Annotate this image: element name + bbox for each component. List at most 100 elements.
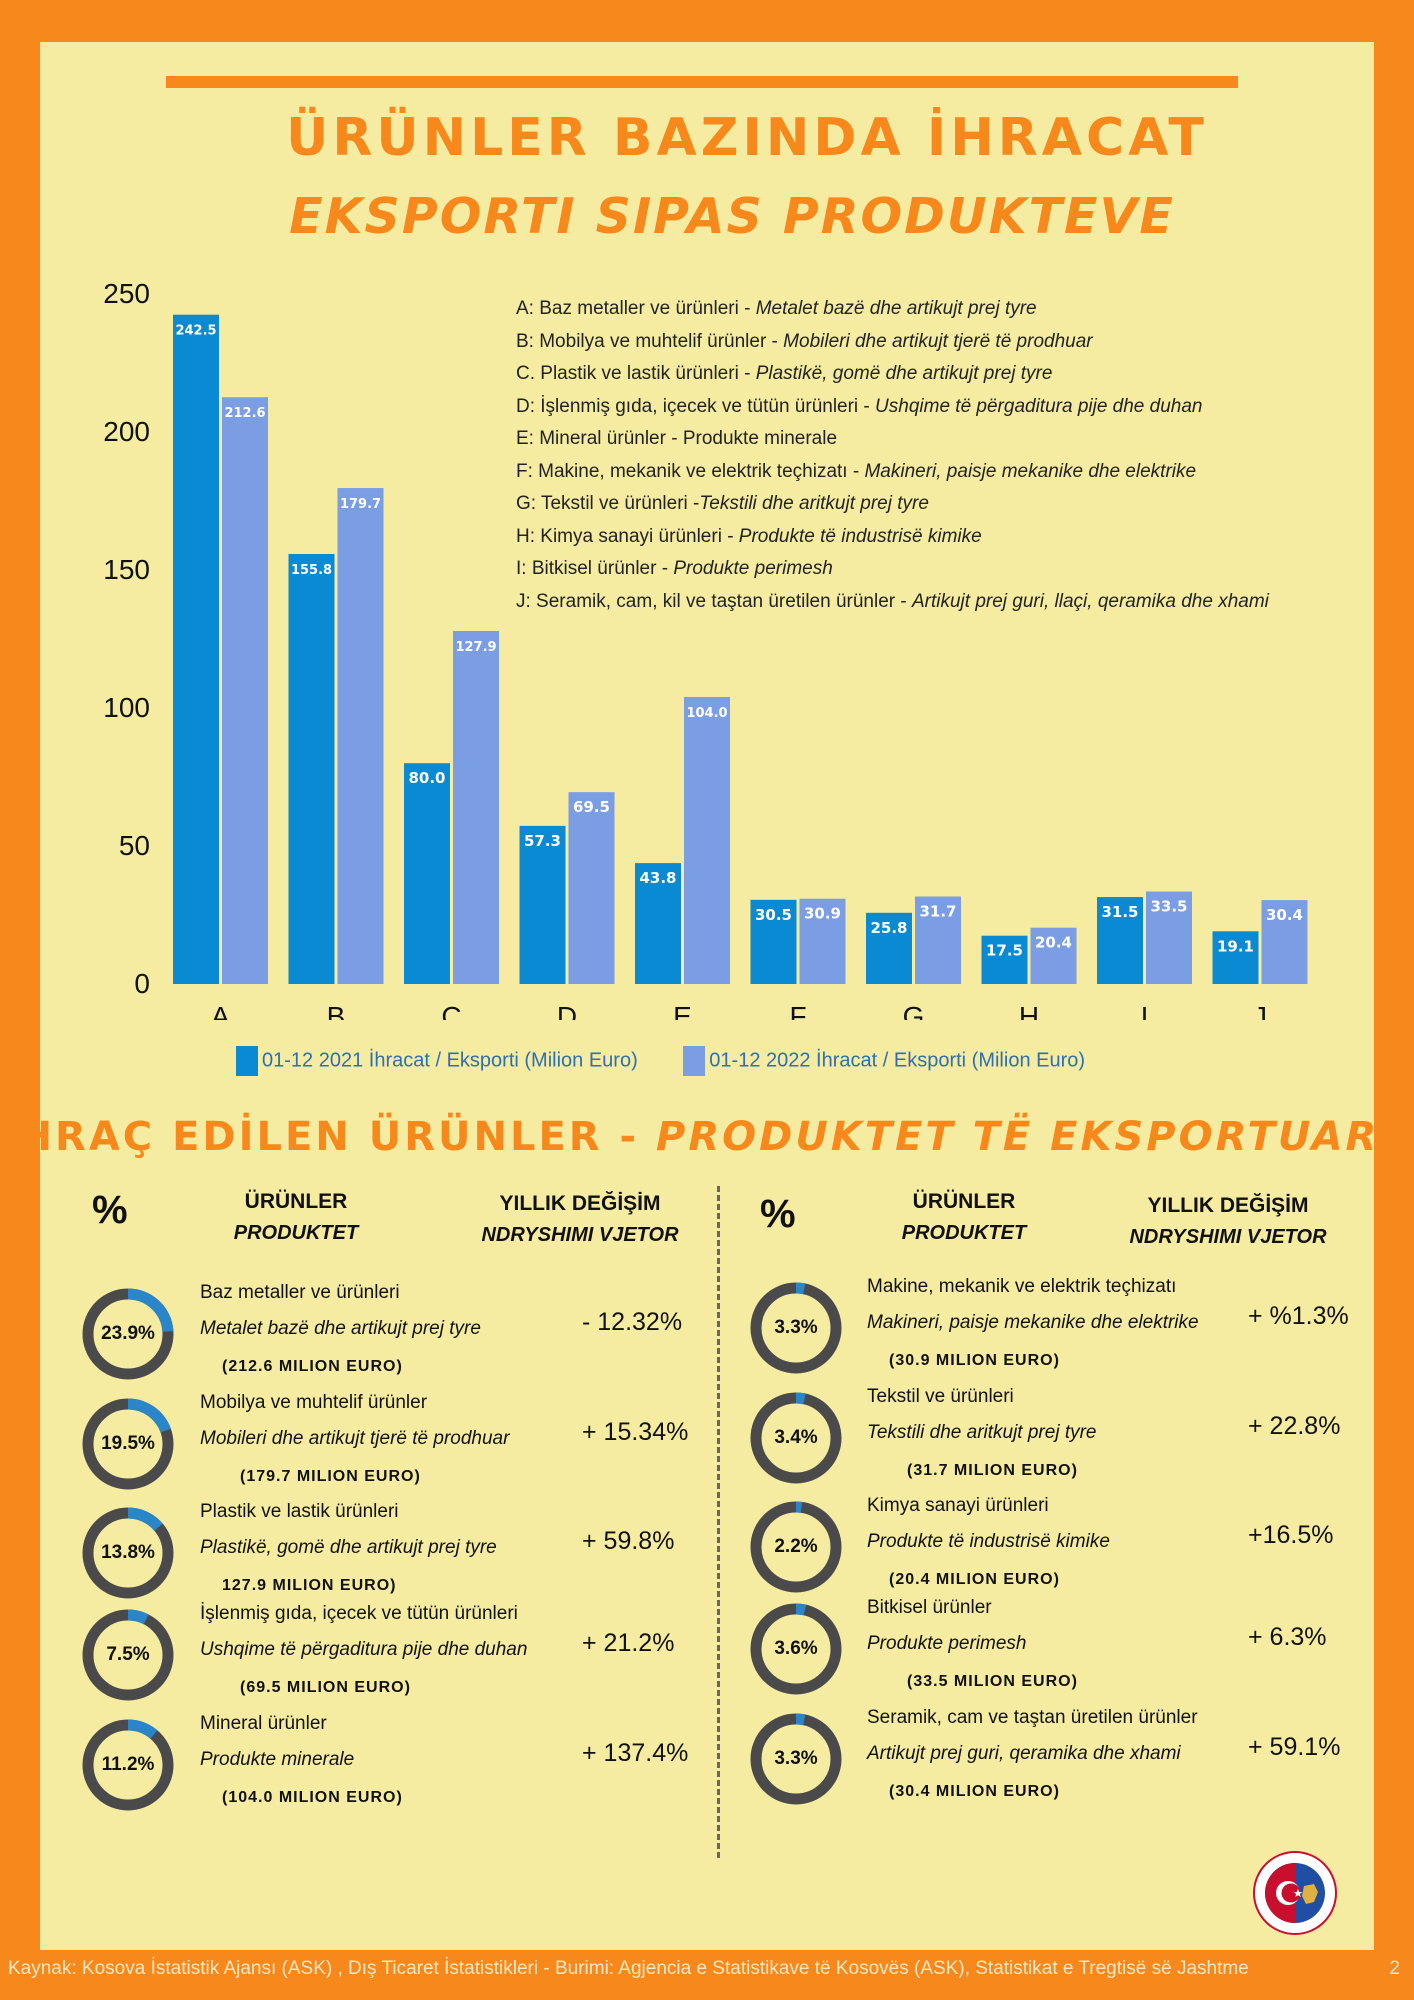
category-legend-sq: Artikujt prej guri, llaçi, qeramika dhe … [911,590,1269,612]
category-legend-item: G: Tekstil ve ürünleri -Tekstili dhe ari… [516,488,1316,521]
category-legend-item: D: İşlenmiş gıda, içecek ve tütün ürünle… [516,391,1316,424]
percent-value: 3.6% [774,1638,818,1659]
footer: Kaynak: Kosova İstatistik Ajansı (ASK) ,… [8,1958,1414,1980]
category-legend-item: A: Baz metaller ve ürünleri - Metalet ba… [516,293,1316,326]
product-name-sq: Produkte të industrisë kimike [867,1531,1110,1552]
y-tick-label: 200 [103,416,150,447]
product-name-sq: Tekstili dhe aritkujt prej tyre [867,1422,1097,1443]
column-divider [717,1186,720,1858]
data-label: 33.5 [1150,898,1187,916]
ring-gauge [82,1288,174,1380]
bar-2022 [568,792,615,984]
percent-value: 13.8% [101,1542,155,1563]
product-name-tr: Mineral ürünler [200,1713,327,1734]
data-label: 30.4 [1266,906,1303,924]
percent-ring: 2.2% [748,1499,844,1595]
percent-value: 3.4% [774,1427,818,1448]
bar-chart: 0 50 100 150 200 250 242.5 212.6 A 155.8 179.7 B 80.… [103,278,1308,1020]
data-label: 104.0 [686,706,727,721]
category-legend-item: E: Mineral ürünler - Produkte minerale [516,423,1316,456]
percent-ring: 3.6% [748,1601,844,1697]
y-tick-label: 50 [119,830,150,861]
annual-change: +16.5% [1248,1521,1334,1549]
data-label: 30.5 [755,906,792,924]
bar-2021 [288,553,335,984]
legend-label-2022: 01-12 2022 İhracat / Eksporti (Milion Eu… [709,1049,1086,1072]
y-tick-label: 250 [103,278,150,309]
percent-ring: 11.2% [80,1717,176,1813]
data-label: 155.8 [291,563,332,578]
product-name-sq: Ushqime të përgaditura pije dhe duhan [200,1639,528,1660]
category-legend-sq: Metalet bazë dhe artikujt prej tyre [755,298,1037,319]
data-label: 30.9 [804,905,841,923]
ring-gauge [82,1609,174,1701]
y-tick-label: 150 [103,554,150,585]
bar-2022 [1261,900,1308,984]
ring-gauge [82,1507,174,1599]
x-tick-label: H [1019,1001,1039,1020]
bar-2021 [750,899,797,984]
category-legend-sq: Ushqime të përgaditura pije dhe duhan [875,395,1203,417]
product-name-tr: Plastik ve lastik ürünleri [200,1501,399,1522]
ring-gauge [82,1719,174,1811]
data-label: 31.5 [1101,903,1138,921]
percent-ring: 3.4% [748,1390,844,1486]
category-legend-item: B: Mobilya ve muhtelif ürünler - Mobiler… [516,326,1316,359]
left-products-header: ÜRÜNLER PRODUKTET [196,1190,396,1245]
bar-2022 [684,696,730,984]
ring-gauge [82,1398,174,1490]
annual-change: + 59.8% [582,1527,675,1555]
data-label: 127.9 [455,640,496,655]
percent-ring: 3.3% [748,1280,844,1376]
bar-2022 [1146,891,1192,984]
x-tick-label: C [441,1001,461,1020]
bar-2021 [1097,897,1143,984]
export-value: (212.6 MILION EURO) [222,1358,403,1375]
category-legend-item: C. Plastik ve lastik ürünleri - Plastikë… [516,358,1316,391]
annual-change: + 137.4% [582,1739,689,1767]
bar-2021 [404,763,450,984]
product-name-tr: Kimya sanayi ürünleri [867,1495,1049,1516]
product-name-sq: Metalet bazë dhe artikujt prej tyre [200,1318,481,1339]
left-change-header: YILLIK DEĞİŞİM NDRYSHIMI VJETOR [460,1192,700,1247]
section-title: İHRAÇ EDİLEN ÜRÜNLER - PRODUKTET TË EKSP… [0,1114,1414,1160]
x-tick-label: B [327,1001,346,1020]
export-value: (30.4 MILION EURO) [889,1783,1060,1800]
annual-change: + 15.34% [582,1418,689,1446]
x-tick-label: I [1141,1001,1149,1020]
ring-gauge [750,1713,842,1805]
product-name-sq: Plastikë, gomë dhe artikujt prej tyre [200,1537,497,1558]
product-name-tr: Baz metaller ve ürünleri [200,1282,400,1303]
export-value: (179.7 MILION EURO) [240,1468,421,1485]
category-legend-tr: E: Mineral ürünler - Produkte minerale [516,428,838,449]
data-label: 179.7 [340,497,381,512]
category-legend-sq: Tekstili dhe aritkujt prej tyre [699,493,929,514]
category-legend-sq: Makineri, paisje mekanike dhe elektrike [864,460,1197,482]
ring-gauge [750,1603,842,1695]
x-tick-label: D [557,1001,577,1020]
export-value: (104.0 MILION EURO) [222,1789,403,1806]
right-products-header-sq: PRODUKTET [901,1222,1027,1244]
data-label: 57.3 [524,832,561,850]
y-tick-label: 0 [134,968,150,999]
percent-ring: 7.5% [80,1607,176,1703]
section-title-sq: PRODUKTET TË EKSPORTUARA [656,1114,1414,1160]
data-label: 43.8 [639,869,676,887]
right-percent-header: % [760,1192,796,1236]
annual-change: + 59.1% [1248,1733,1341,1761]
export-value: (33.5 MILION EURO) [907,1673,1078,1690]
x-tick-label: F [789,1001,806,1020]
product-name-sq: Mobileri dhe artikujt tjerë të prodhuar [200,1428,510,1449]
bar-2021 [635,863,681,984]
product-name-sq: Produkte perimesh [867,1633,1027,1654]
category-legend-tr: A: Baz metaller ve ürünleri - [516,298,756,319]
annual-change: + 22.8% [1248,1412,1341,1440]
top-rule [166,76,1238,88]
percent-value: 19.5% [101,1433,155,1454]
section-title-tr: İHRAÇ EDİLEN ÜRÜNLER - [0,1114,657,1160]
bar-2021 [981,935,1028,984]
product-name-tr: Bitkisel ürünler [867,1597,992,1618]
chamber-logo-icon [1253,1851,1337,1935]
x-tick-label: J [1253,1001,1267,1020]
data-label: 17.5 [986,942,1023,960]
